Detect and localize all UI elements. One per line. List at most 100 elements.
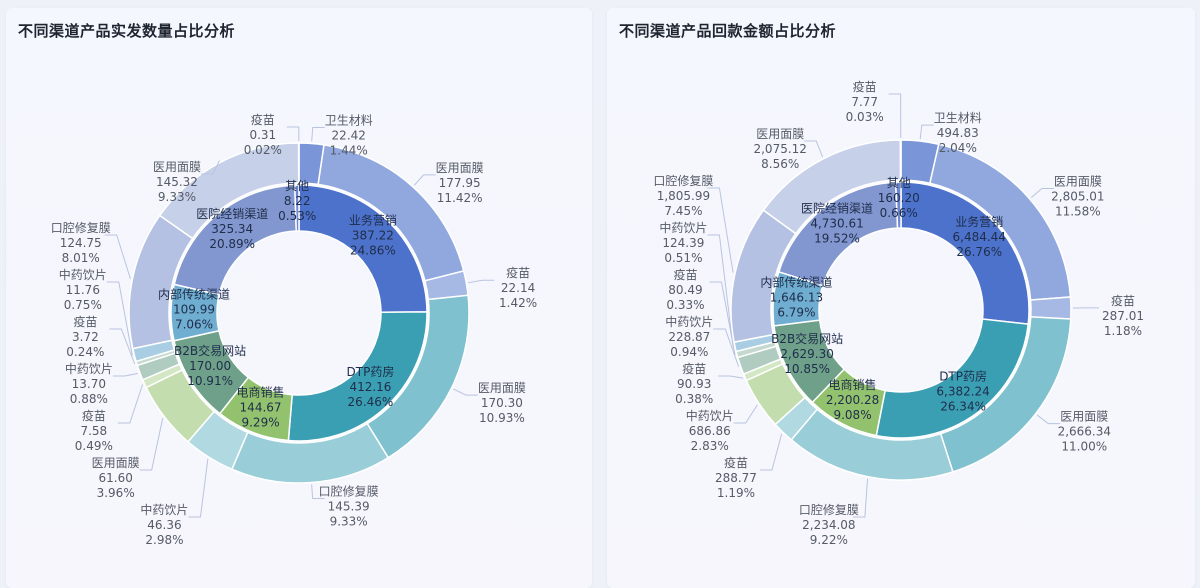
outer-slice-label: 中药饮片 <box>659 220 707 235</box>
outer-slice-label: 卫生材料 <box>934 111 982 125</box>
inner-slice-label: 2,629.30 <box>780 347 833 361</box>
outer-slice-label: 疫苗 <box>682 361 706 376</box>
outer-slice-label: 145.32 <box>156 175 198 189</box>
outer-slice-label: 124.39 <box>662 236 704 250</box>
outer-slice-label: 0.02% <box>244 143 282 157</box>
inner-slice-label: 109.99 <box>173 303 215 317</box>
donut-chart-amount: 业务营销6,484.4426.76%DTP药房6,382.2426.34%电商销… <box>607 8 1195 576</box>
outer-slice-label: 1.42% <box>499 296 537 310</box>
outer-slice-label: 177.95 <box>439 176 481 190</box>
inner-slice-label: DTP药房 <box>347 364 395 379</box>
inner-slice-label: 20.89% <box>209 237 255 251</box>
inner-slice-label: 医院经销渠道 <box>801 202 873 216</box>
outer-slice-label: 疫苗 <box>73 314 97 329</box>
leader-line <box>1037 415 1060 424</box>
outer-slice-label: 7.45% <box>664 204 702 218</box>
outer-slice-label: 0.49% <box>75 439 113 453</box>
outer-slice-label: 2,805.01 <box>1051 190 1104 204</box>
inner-slice-label: 6.79% <box>777 306 815 320</box>
outer-slice-label: 口腔修复膜 <box>51 220 111 235</box>
outer-slice-label: 7.58 <box>80 424 107 438</box>
outer-slice-label: 7.77 <box>851 95 878 109</box>
leader-line <box>312 128 325 142</box>
outer-slice-label: 9.22% <box>810 533 848 547</box>
outer-slice-label: 288.77 <box>715 471 757 485</box>
outer-slice-label: 22.14 <box>501 281 535 295</box>
outer-slice-label: 3.72 <box>72 330 99 344</box>
inner-slice-label: 6,382.24 <box>936 385 989 399</box>
outer-slice[interactable] <box>1031 297 1071 319</box>
outer-slice-label: 中药饮片 <box>686 408 734 423</box>
outer-slice-label: 46.36 <box>147 518 181 532</box>
outer-slice-label: 0.94% <box>670 345 708 359</box>
inner-slice-label: 26.76% <box>956 245 1002 259</box>
inner-slice-label: 9.08% <box>833 408 871 422</box>
outer-slice-label: 口腔修复膜 <box>319 483 379 498</box>
inner-slice-label: B2B交易网站 <box>771 331 843 346</box>
leader-line <box>453 389 478 395</box>
outer-slice-label: 170.30 <box>481 396 523 410</box>
donut-chart-quantity: 业务营销387.2224.86%DTP药房412.1626.46%电商销售144… <box>6 8 592 576</box>
outer-slice-label: 90.93 <box>677 377 711 391</box>
outer-slice-label: 疫苗 <box>853 79 877 94</box>
outer-slice-label: 疫苗 <box>673 267 697 282</box>
outer-slice-label: 2,666.34 <box>1058 425 1111 439</box>
outer-slice-label: 80.49 <box>668 283 702 297</box>
outer-slice[interactable] <box>900 140 901 180</box>
leader-line <box>287 127 299 141</box>
outer-slice-label: 13.70 <box>72 377 106 391</box>
inner-slice-label: 325.34 <box>211 222 253 236</box>
outer-slice-label: 2,075.12 <box>753 142 806 156</box>
inner-slice-label: 其他 <box>285 179 309 193</box>
outer-slice-label: 医用面膜 <box>1054 175 1102 189</box>
inner-slice-label: 19.52% <box>814 232 860 246</box>
outer-slice-label: 61.60 <box>98 471 132 485</box>
outer-slice-label: 0.51% <box>664 251 702 265</box>
inner-slice-label: 26.34% <box>940 400 986 414</box>
outer-slice-label: 1.18% <box>1104 324 1142 338</box>
outer-slice-label: 145.39 <box>328 499 370 513</box>
outer-slice-label: 0.75% <box>64 298 102 312</box>
leader-line <box>734 405 758 423</box>
outer-slice-label: 124.75 <box>60 236 102 250</box>
inner-slice-label: 24.86% <box>350 243 396 257</box>
outer-slice-label: 疫苗 <box>82 408 106 423</box>
outer-slice-label: 疫苗 <box>724 455 748 470</box>
outer-slice-label: 医用面膜 <box>478 381 526 395</box>
inner-slice-label: B2B交易网站 <box>174 343 246 358</box>
leader-line <box>707 235 733 347</box>
outer-slice-label: 0.24% <box>66 345 104 359</box>
inner-slice-label: 业务营销 <box>955 214 1003 229</box>
inner-slice-label: 6,484.44 <box>953 230 1006 244</box>
outer-slice-label: 中药饮片 <box>59 267 107 282</box>
outer-slice-label: 口腔修复膜 <box>799 502 859 517</box>
inner-slice-label: 10.85% <box>784 362 830 376</box>
leader-line <box>188 459 207 517</box>
outer-slice-label: 疫苗 <box>1111 293 1135 308</box>
outer-slice-label: 11.42% <box>437 191 483 205</box>
outer-slice-label: 11.58% <box>1055 205 1101 219</box>
inner-slice-label: 其他 <box>887 176 911 190</box>
outer-slice-label: 医用面膜 <box>436 161 484 175</box>
outer-slice-label: 2,234.08 <box>802 518 855 532</box>
leader-line <box>804 141 822 157</box>
inner-slice-label: 医院经销渠道 <box>196 207 268 221</box>
outer-slice-label: 228.87 <box>668 330 710 344</box>
outer-slice-label: 口腔修复膜 <box>653 173 713 188</box>
leader-line <box>760 434 782 470</box>
inner-slice-label: 内部传统渠道 <box>158 287 230 302</box>
outer-slice-label: 2.98% <box>145 533 183 547</box>
inner-slice-label: 9.29% <box>241 416 279 430</box>
outer-slice-label: 卫生材料 <box>325 114 373 128</box>
outer-slice-label: 0.33% <box>666 298 704 312</box>
outer-slice-label: 0.03% <box>846 110 884 124</box>
outer-slice-label: 0.38% <box>675 392 713 406</box>
inner-slice-label: 1,646.13 <box>770 291 823 305</box>
outer-slice-label: 8.56% <box>761 157 799 171</box>
leader-line <box>920 125 934 139</box>
outer-slice-label: 1,805.99 <box>657 189 710 203</box>
outer-slice-label: 中药饮片 <box>665 314 713 329</box>
outer-slice-label: 494.83 <box>937 126 979 140</box>
leader-line <box>414 175 435 185</box>
